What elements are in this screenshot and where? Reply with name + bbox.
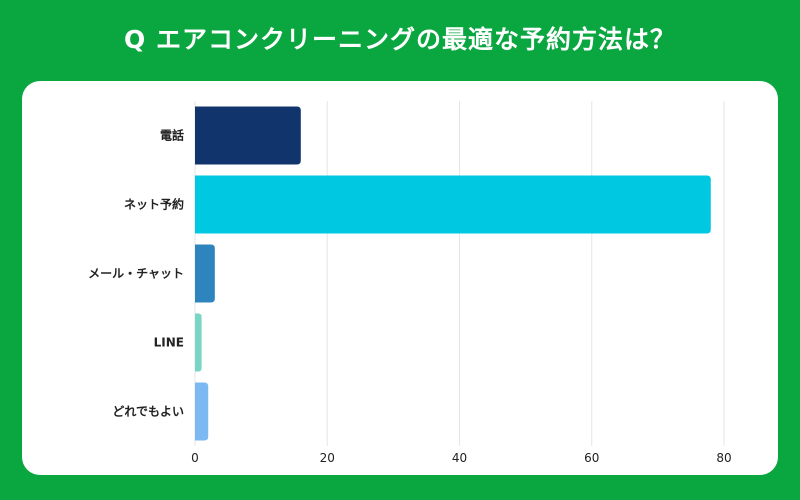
chart-title: Q エアコンクリーニングの最適な予約方法は？	[124, 25, 676, 54]
bars	[195, 106, 711, 441]
x-tick-label: 0	[191, 451, 199, 465]
x-tick-label: 80	[716, 451, 731, 465]
category-label: LINE	[154, 336, 184, 350]
bar	[195, 244, 215, 303]
bar	[195, 175, 711, 234]
category-label: ネット予約	[124, 197, 184, 212]
x-tick-labels: 0 20 40 60 80	[191, 451, 731, 465]
x-tick-label: 20	[320, 451, 335, 465]
category-label: メール・チャット	[88, 267, 184, 281]
bar	[195, 106, 301, 165]
category-label: どれでもよい	[112, 405, 184, 419]
x-tick-label: 60	[584, 451, 599, 465]
bar	[195, 313, 202, 372]
bar	[195, 382, 209, 441]
chart-card: 電話ネット予約メール・チャット LINE どれでもよい 0 20 40 60 80	[22, 81, 778, 475]
x-tick-label: 40	[452, 451, 467, 465]
category-label: 電話	[160, 128, 184, 143]
